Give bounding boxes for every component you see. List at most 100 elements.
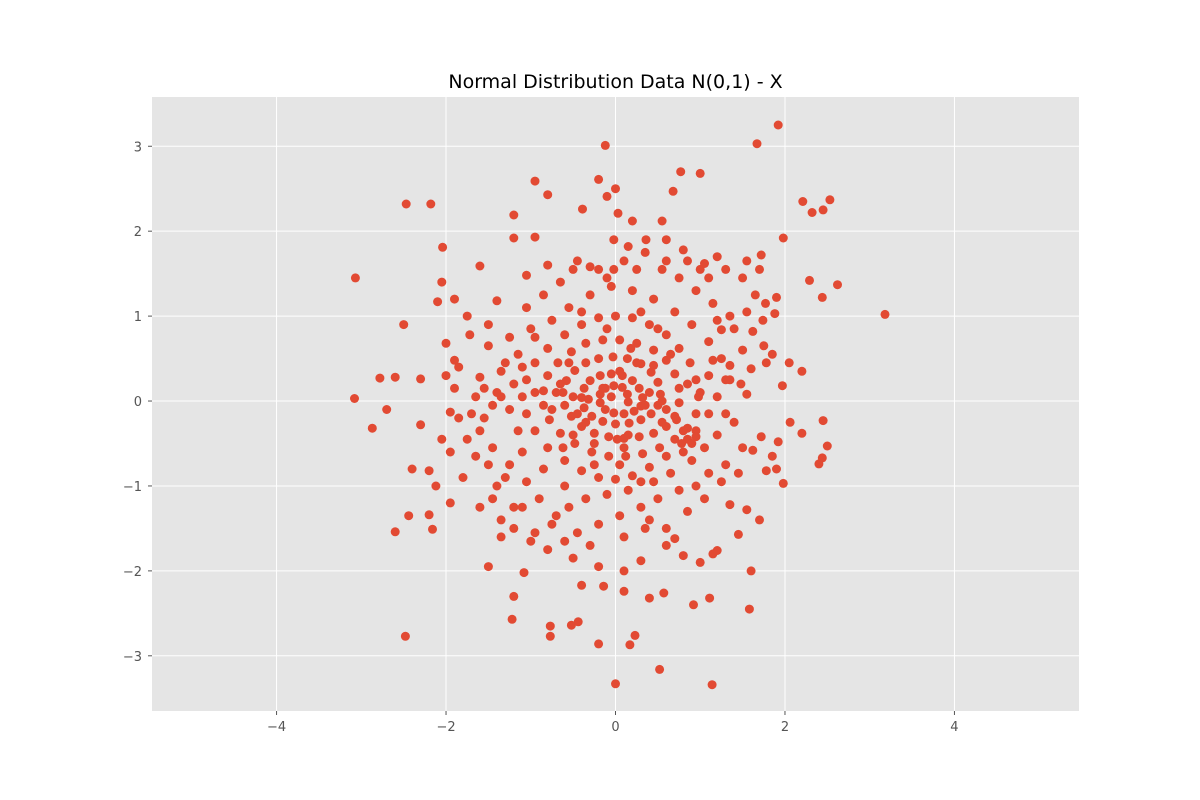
data-point — [661, 330, 671, 340]
data-point — [755, 264, 764, 274]
data-point — [555, 277, 565, 287]
data-point — [382, 405, 392, 414]
data-point — [755, 515, 764, 525]
data-point — [634, 432, 644, 442]
data-point — [553, 358, 563, 368]
data-point — [594, 639, 604, 649]
data-point — [655, 443, 665, 453]
data-point — [488, 494, 498, 504]
data-point — [797, 428, 807, 438]
data-point — [758, 315, 768, 325]
data-point — [653, 494, 663, 504]
data-point — [632, 358, 642, 368]
data-point — [594, 562, 604, 572]
data-point — [450, 355, 459, 365]
data-point — [611, 184, 620, 194]
data-point — [657, 216, 667, 226]
data-point — [572, 256, 582, 266]
data-point — [483, 562, 493, 572]
y-tick-label: −1 — [123, 480, 142, 495]
data-point — [441, 338, 451, 348]
data-point — [505, 460, 515, 470]
data-point — [721, 375, 731, 385]
data-point — [748, 445, 758, 455]
data-point — [623, 485, 633, 495]
data-point — [691, 409, 701, 419]
data-point — [700, 443, 709, 453]
data-point — [738, 443, 748, 453]
data-point — [526, 536, 536, 546]
data-point — [704, 273, 714, 283]
data-point — [622, 354, 632, 364]
data-point — [785, 417, 795, 427]
data-point — [611, 474, 620, 484]
data-point — [750, 290, 760, 300]
data-point — [404, 511, 414, 521]
data-point — [625, 640, 635, 650]
data-point — [685, 358, 695, 368]
data-point — [492, 481, 502, 491]
data-point — [426, 199, 436, 209]
data-point — [488, 443, 498, 453]
data-point — [683, 506, 692, 516]
data-point — [606, 281, 616, 291]
data-point — [505, 405, 515, 414]
data-point — [729, 417, 739, 427]
data-point — [678, 447, 688, 457]
data-point — [622, 389, 632, 399]
data-point — [725, 500, 735, 510]
data-point — [778, 233, 788, 243]
data-point — [583, 394, 593, 404]
data-point — [545, 621, 555, 631]
data-point — [589, 439, 599, 448]
data-point — [646, 409, 656, 419]
data-point — [558, 443, 568, 453]
data-point — [655, 664, 665, 674]
data-point — [522, 270, 531, 280]
data-point — [615, 366, 625, 376]
data-point — [450, 294, 459, 304]
data-point — [539, 400, 548, 410]
data-point — [704, 409, 714, 419]
data-point — [595, 371, 605, 381]
data-point — [454, 413, 464, 423]
data-point — [568, 553, 578, 563]
data-point — [407, 464, 417, 474]
data-point — [817, 292, 827, 302]
data-point — [558, 388, 568, 397]
data-point — [759, 341, 769, 351]
data-point — [619, 443, 629, 453]
data-point — [725, 360, 735, 370]
data-point — [661, 235, 671, 245]
data-point — [573, 617, 583, 627]
data-point — [619, 566, 629, 576]
y-tick-label: −2 — [123, 565, 142, 580]
data-point — [626, 343, 636, 353]
data-point — [509, 379, 519, 389]
data-point — [475, 502, 485, 512]
data-point — [666, 468, 676, 478]
data-points — [350, 120, 890, 690]
data-point — [609, 408, 619, 418]
data-point — [585, 290, 595, 300]
data-point — [666, 349, 676, 359]
data-point — [500, 473, 510, 482]
data-point — [822, 441, 832, 451]
data-point — [721, 460, 731, 470]
data-point — [572, 528, 582, 538]
data-point — [676, 167, 686, 177]
data-point — [555, 428, 565, 438]
data-point — [761, 466, 771, 476]
data-point — [479, 413, 489, 423]
data-point — [581, 417, 591, 427]
data-point — [589, 428, 599, 438]
data-point — [797, 366, 807, 376]
data-point — [445, 407, 455, 417]
data-point — [649, 345, 659, 355]
data-point — [767, 451, 777, 461]
data-point — [644, 593, 654, 603]
data-point — [767, 349, 777, 359]
data-point — [594, 264, 604, 274]
data-point — [530, 528, 540, 538]
data-point — [627, 216, 637, 226]
